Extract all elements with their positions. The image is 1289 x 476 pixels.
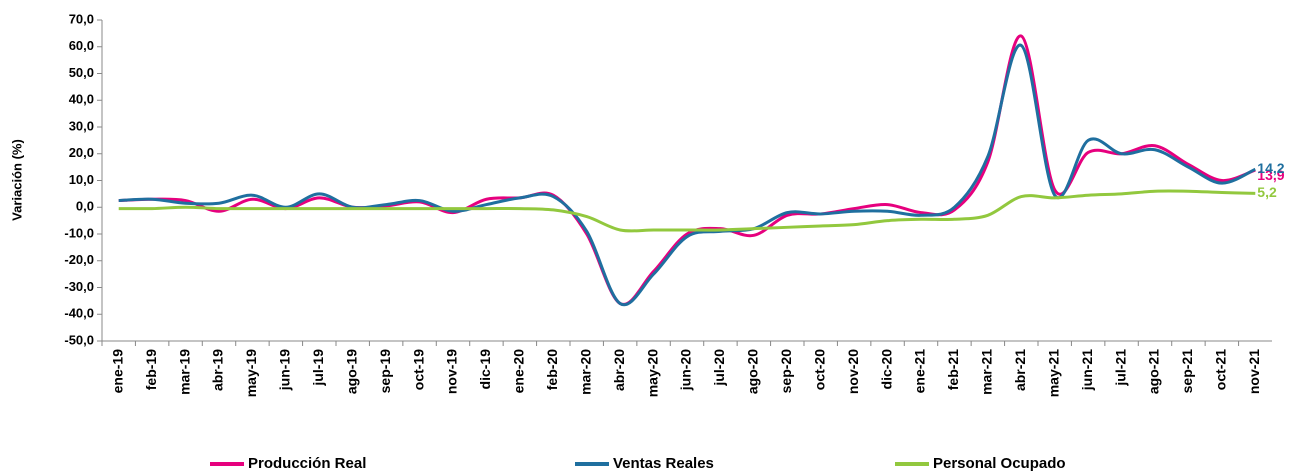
- y-tick-label: 60,0: [69, 38, 94, 53]
- x-tick-label: oct-19: [410, 349, 426, 390]
- y-tick-label: -30,0: [64, 279, 94, 294]
- x-tick-label: jun-19: [277, 349, 293, 391]
- y-tick-label: -20,0: [64, 252, 94, 267]
- line-series: [118, 34, 1256, 306]
- y-tick-label: -50,0: [64, 332, 94, 347]
- data-label: 5,2: [1257, 184, 1277, 200]
- x-tick-label: mar-21: [979, 349, 995, 395]
- x-tick-label: jul-21: [1112, 349, 1128, 387]
- x-tick-label: nov-21: [1246, 349, 1262, 394]
- x-tick-label: ene-21: [912, 349, 928, 394]
- y-tick-label: -40,0: [64, 306, 94, 321]
- x-tick-label: feb-21: [945, 349, 961, 390]
- legend-label: Producción Real: [248, 455, 366, 472]
- legend-label: Ventas Reales: [613, 455, 714, 472]
- y-tick-label: 20,0: [69, 145, 94, 160]
- x-tick-label: jul-19: [310, 349, 326, 387]
- data-label: 13,9: [1257, 167, 1284, 183]
- y-tick-label: 30,0: [69, 118, 94, 133]
- x-tick-label: abr-20: [611, 349, 627, 391]
- x-tick-label: sep-20: [778, 349, 794, 394]
- x-tick-label: jul-20: [711, 349, 727, 387]
- y-tick-label: 70,0: [69, 11, 94, 26]
- x-tick-label: abr-21: [1012, 349, 1028, 391]
- x-tick-label: sep-21: [1179, 349, 1195, 394]
- y-tick-label: 0,0: [76, 199, 94, 214]
- x-tick-label: nov-19: [444, 349, 460, 394]
- x-tick-label: nov-20: [845, 349, 861, 394]
- line-series: [118, 43, 1256, 307]
- x-tick-label: sep-19: [377, 349, 393, 394]
- x-tick-label: may-19: [243, 349, 259, 397]
- x-tick-label: may-21: [1045, 349, 1061, 397]
- y-axis-title: Variación (%): [9, 139, 24, 221]
- x-tick-label: jun-20: [678, 349, 694, 391]
- x-tick-label: ene-19: [109, 349, 125, 394]
- x-tick-label: feb-19: [143, 349, 159, 390]
- x-tick-label: mar-19: [176, 349, 192, 395]
- x-tick-label: oct-21: [1213, 349, 1229, 390]
- y-tick-label: 40,0: [69, 92, 94, 107]
- x-tick-label: oct-20: [811, 349, 827, 390]
- x-tick-label: abr-19: [210, 349, 226, 391]
- x-tick-label: ene-20: [511, 349, 527, 394]
- x-tick-label: mar-20: [577, 349, 593, 395]
- x-tick-label: ago-19: [343, 349, 359, 394]
- y-tick-label: -10,0: [64, 225, 94, 240]
- line-series: [118, 189, 1256, 233]
- x-tick-label: ago-20: [745, 349, 761, 394]
- data-label: 14,2: [1257, 160, 1284, 176]
- x-tick-label: feb-20: [544, 349, 560, 390]
- y-tick-label: 10,0: [69, 172, 94, 187]
- x-tick-label: ago-21: [1146, 349, 1162, 394]
- x-tick-label: jun-21: [1079, 349, 1095, 391]
- legend-label: Personal Ocupado: [933, 455, 1066, 472]
- y-tick-label: 50,0: [69, 65, 94, 80]
- x-tick-label: dic-20: [878, 349, 894, 390]
- x-tick-label: dic-19: [477, 349, 493, 390]
- x-tick-label: may-20: [644, 349, 660, 397]
